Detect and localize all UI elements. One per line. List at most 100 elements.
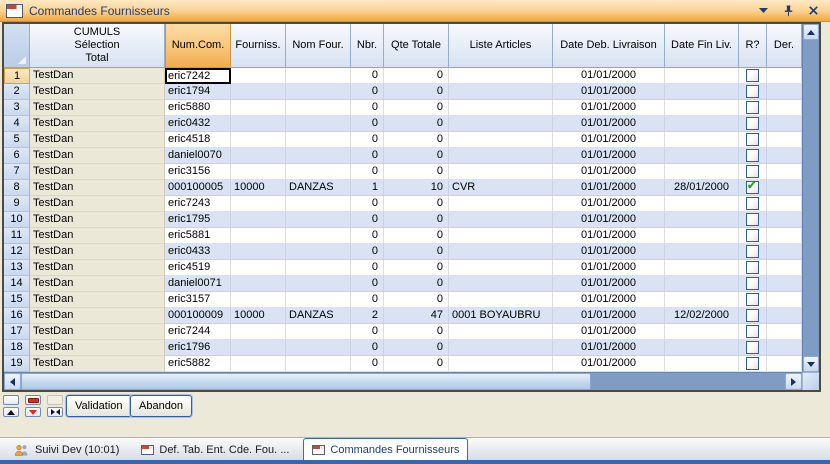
cell-cumuls[interactable]: TestDan: [30, 292, 165, 308]
cell-fourniss[interactable]: [231, 356, 286, 372]
cell-nbr[interactable]: 0: [351, 84, 384, 100]
cell-fourniss[interactable]: [231, 164, 286, 180]
tab-commandes-fournisseurs[interactable]: Commandes Fournisseurs: [303, 438, 469, 460]
row-number[interactable]: 19: [4, 356, 30, 372]
cell-date_deb[interactable]: 01/01/2000: [553, 84, 665, 100]
cell-liste[interactable]: [449, 260, 553, 276]
cell-r[interactable]: [739, 276, 767, 292]
cell-date_fin[interactable]: [665, 84, 739, 100]
cell-cumuls[interactable]: TestDan: [30, 308, 165, 324]
cell-qte[interactable]: 0: [384, 260, 449, 276]
cell-date_fin[interactable]: [665, 260, 739, 276]
cell-cumuls[interactable]: TestDan: [30, 212, 165, 228]
cell-date_deb[interactable]: 01/01/2000: [553, 116, 665, 132]
cell-liste[interactable]: 0001 BOYAUBRU: [449, 308, 553, 324]
cell-r[interactable]: [739, 68, 767, 84]
cell-der[interactable]: [767, 308, 802, 324]
column-header-r[interactable]: R?: [739, 24, 767, 68]
cell-cumuls[interactable]: TestDan: [30, 116, 165, 132]
cell-der[interactable]: [767, 340, 802, 356]
select-all-corner[interactable]: [4, 24, 30, 68]
column-header-nbr[interactable]: Nbr.: [351, 24, 384, 68]
cell-der[interactable]: [767, 164, 802, 180]
r-checkbox[interactable]: [746, 149, 759, 162]
cell-cumuls[interactable]: TestDan: [30, 68, 165, 84]
r-checkbox[interactable]: [746, 357, 759, 370]
row-number[interactable]: 16: [4, 308, 30, 324]
cell-nom_four[interactable]: [286, 84, 351, 100]
scroll-up-button[interactable]: [803, 24, 819, 40]
cell-num_com[interactable]: eric5882: [165, 356, 231, 372]
row-number[interactable]: 6: [4, 148, 30, 164]
column-header-liste[interactable]: Liste Articles: [449, 24, 553, 68]
cell-r[interactable]: [739, 340, 767, 356]
cell-liste[interactable]: [449, 132, 553, 148]
cell-der[interactable]: [767, 84, 802, 100]
scroll-down-button[interactable]: [803, 356, 819, 372]
cell-num_com[interactable]: 000100009: [165, 308, 231, 324]
r-checkbox[interactable]: [746, 261, 759, 274]
cell-r[interactable]: [739, 324, 767, 340]
cell-liste[interactable]: [449, 244, 553, 260]
cell-nom_four[interactable]: [286, 356, 351, 372]
r-checkbox[interactable]: [746, 293, 759, 306]
cell-r[interactable]: [739, 244, 767, 260]
cell-liste[interactable]: [449, 228, 553, 244]
row-number[interactable]: 2: [4, 84, 30, 100]
cell-date_fin[interactable]: [665, 244, 739, 260]
column-header-der[interactable]: Der.: [767, 24, 802, 68]
cell-fourniss[interactable]: [231, 212, 286, 228]
cell-nbr[interactable]: 0: [351, 276, 384, 292]
cell-fourniss[interactable]: [231, 244, 286, 260]
cell-r[interactable]: [739, 116, 767, 132]
cell-date_fin[interactable]: [665, 292, 739, 308]
cell-nom_four[interactable]: [286, 340, 351, 356]
cell-fourniss[interactable]: [231, 292, 286, 308]
column-header-nom_four[interactable]: Nom Four.: [286, 24, 351, 68]
cell-fourniss[interactable]: 10000: [231, 180, 286, 196]
cell-r[interactable]: [739, 148, 767, 164]
cell-num_com[interactable]: eric4519: [165, 260, 231, 276]
cell-date_deb[interactable]: 01/01/2000: [553, 340, 665, 356]
cell-r[interactable]: [739, 84, 767, 100]
r-checkbox[interactable]: [746, 165, 759, 178]
cell-num_com[interactable]: eric4518: [165, 132, 231, 148]
r-checkbox[interactable]: [746, 133, 759, 146]
horizontal-scroll-thumb[interactable]: [21, 373, 591, 390]
cell-fourniss[interactable]: [231, 148, 286, 164]
cell-date_fin[interactable]: 12/02/2000: [665, 308, 739, 324]
r-checkbox[interactable]: [746, 85, 759, 98]
cell-nbr[interactable]: 0: [351, 292, 384, 308]
column-header-num_com[interactable]: Num.Com.: [165, 24, 231, 68]
cell-num_com[interactable]: eric5881: [165, 228, 231, 244]
cell-date_deb[interactable]: 01/01/2000: [553, 68, 665, 84]
cell-r[interactable]: [739, 196, 767, 212]
cell-date_deb[interactable]: 01/01/2000: [553, 356, 665, 372]
cell-r[interactable]: [739, 100, 767, 116]
cell-nbr[interactable]: 0: [351, 340, 384, 356]
row-number[interactable]: 12: [4, 244, 30, 260]
row-number[interactable]: 15: [4, 292, 30, 308]
cell-qte[interactable]: 0: [384, 164, 449, 180]
cell-liste[interactable]: [449, 340, 553, 356]
cell-cumuls[interactable]: TestDan: [30, 196, 165, 212]
cell-qte[interactable]: 0: [384, 228, 449, 244]
vertical-scrollbar[interactable]: [802, 24, 819, 372]
row-number[interactable]: 13: [4, 260, 30, 276]
cell-fourniss[interactable]: 10000: [231, 308, 286, 324]
row-number[interactable]: 1: [4, 68, 30, 84]
cell-nbr[interactable]: 0: [351, 228, 384, 244]
cell-liste[interactable]: [449, 324, 553, 340]
tab-def-tab-ent-cde-fou[interactable]: Def. Tab. Ent. Cde. Fou. ...: [133, 439, 297, 460]
cell-fourniss[interactable]: [231, 84, 286, 100]
cell-num_com[interactable]: eric7242: [165, 68, 231, 84]
cell-r[interactable]: [739, 260, 767, 276]
abandon-button[interactable]: Abandon: [130, 395, 193, 417]
nav-button-up-triangle[interactable]: [3, 407, 19, 417]
r-checkbox[interactable]: [746, 341, 759, 354]
cell-date_fin[interactable]: [665, 212, 739, 228]
cell-der[interactable]: [767, 68, 802, 84]
column-header-qte[interactable]: Qte Totale: [384, 24, 449, 68]
cell-date_deb[interactable]: 01/01/2000: [553, 292, 665, 308]
cell-qte[interactable]: 0: [384, 244, 449, 260]
